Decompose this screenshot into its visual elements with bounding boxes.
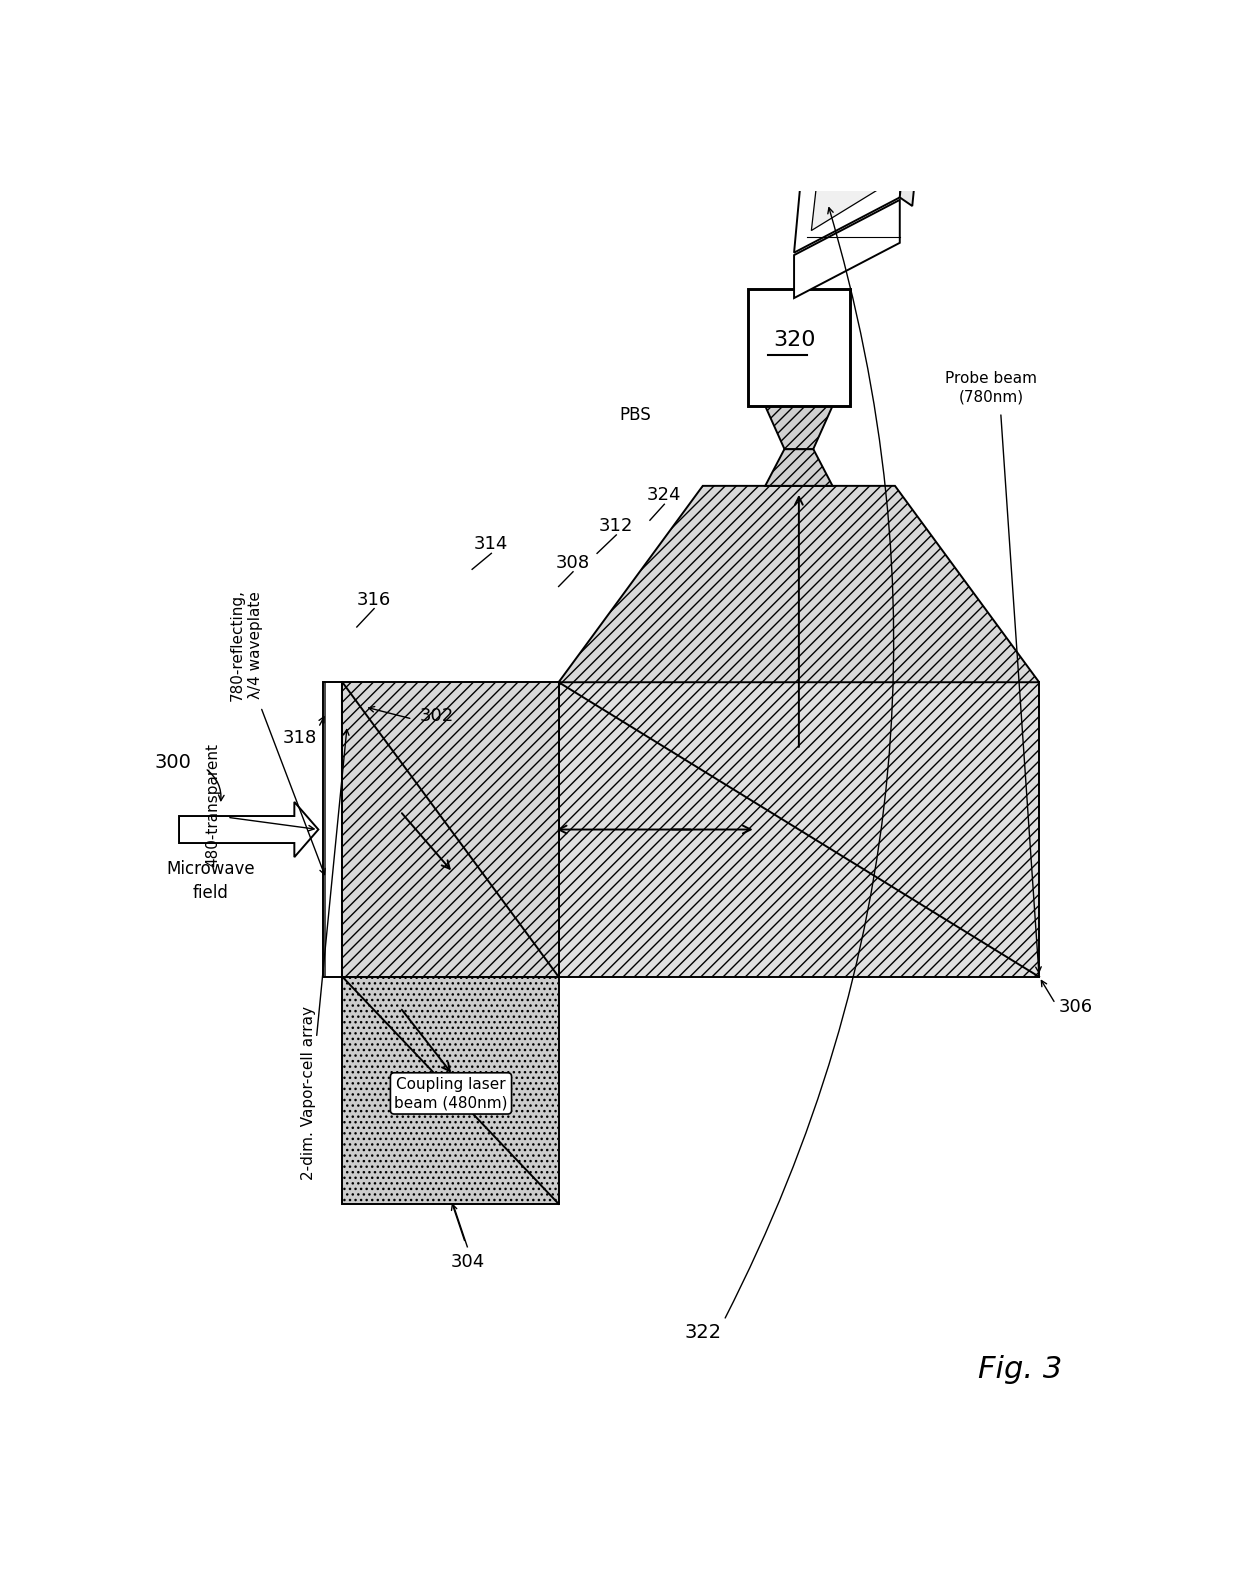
Text: 302: 302 bbox=[419, 708, 454, 725]
Text: 308: 308 bbox=[556, 553, 590, 572]
Polygon shape bbox=[847, 102, 870, 151]
Bar bbox=[558, 682, 1039, 977]
Polygon shape bbox=[794, 199, 900, 298]
Text: 306: 306 bbox=[1058, 998, 1092, 1017]
Polygon shape bbox=[794, 62, 913, 253]
Bar bbox=[342, 977, 558, 1203]
Text: 480-transparent: 480-transparent bbox=[205, 743, 221, 867]
Text: 320: 320 bbox=[773, 330, 816, 351]
Bar bbox=[748, 290, 849, 406]
Polygon shape bbox=[558, 486, 1039, 682]
Text: 780-reflecting,
λ/4 waveplate: 780-reflecting, λ/4 waveplate bbox=[229, 590, 263, 701]
Polygon shape bbox=[765, 450, 832, 486]
Polygon shape bbox=[900, 62, 926, 206]
Bar bbox=[324, 682, 342, 977]
Text: 300: 300 bbox=[155, 752, 191, 771]
Text: 316: 316 bbox=[357, 591, 392, 609]
Text: 322: 322 bbox=[684, 1323, 722, 1342]
Text: 314: 314 bbox=[474, 536, 508, 553]
Text: 304: 304 bbox=[450, 1253, 485, 1270]
Text: 318: 318 bbox=[283, 728, 316, 748]
Text: PBS: PBS bbox=[620, 406, 651, 424]
Text: 324: 324 bbox=[647, 486, 682, 504]
Text: Fig. 3: Fig. 3 bbox=[978, 1355, 1061, 1384]
Polygon shape bbox=[765, 406, 832, 450]
Text: 2-dim. Vapor-cell array: 2-dim. Vapor-cell array bbox=[301, 1006, 316, 1181]
Bar bbox=[342, 682, 558, 977]
Text: Microwave
field: Microwave field bbox=[166, 861, 255, 902]
Text: Probe beam
(780nm): Probe beam (780nm) bbox=[945, 371, 1037, 405]
Text: 312: 312 bbox=[599, 516, 634, 536]
Polygon shape bbox=[811, 83, 898, 231]
FancyArrow shape bbox=[179, 802, 319, 858]
Text: Coupling laser
beam (480nm): Coupling laser beam (480nm) bbox=[394, 1076, 507, 1109]
